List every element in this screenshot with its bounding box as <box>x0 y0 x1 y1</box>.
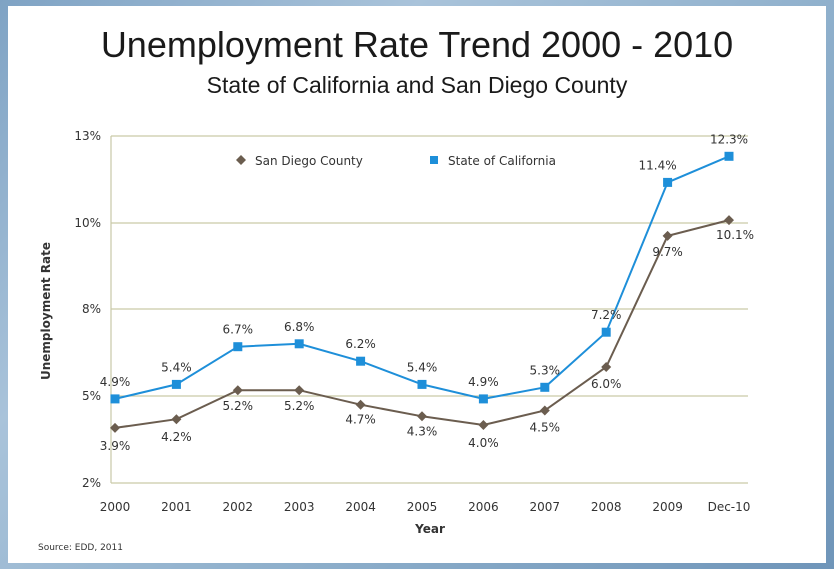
data-label: 10.1% <box>716 228 754 242</box>
axes: 2% 5% 8% 10% 13% 2000 2001 2002 2003 2004 2005 2006… <box>74 129 750 514</box>
y-tick-label: 8% <box>82 302 101 316</box>
series-line <box>114 219 730 429</box>
x-tick-label: 2000 <box>100 500 131 514</box>
data-point-square <box>663 177 673 187</box>
data-label: 4.5% <box>530 421 561 435</box>
x-tick-label: 2007 <box>530 500 561 514</box>
legend-label: State of California <box>448 154 556 168</box>
data-point-square <box>724 151 734 161</box>
data-label: 4.9% <box>100 375 131 389</box>
data-label: 3.9% <box>100 439 131 453</box>
y-axis-label: Unemployment Rate <box>39 242 53 380</box>
data-label: 5.2% <box>223 399 254 413</box>
x-tick-label: 2001 <box>161 500 192 514</box>
chart-title: Unemployment Rate Trend 2000 - 2010 <box>100 24 734 65</box>
y-tick-label: 2% <box>82 476 101 490</box>
data-label: 6.8% <box>284 320 315 334</box>
x-tick-label: 2003 <box>284 500 315 514</box>
chart-card: Unemployment Rate Trend 2000 - 2010 Stat… <box>8 6 826 563</box>
data-label: 11.4% <box>639 158 677 172</box>
data-label: 5.3% <box>530 363 561 377</box>
data-point-diamond <box>662 230 673 241</box>
x-tick-label: Dec-10 <box>708 500 751 514</box>
x-tick-label: 2004 <box>345 500 376 514</box>
data-point-diamond <box>724 215 734 226</box>
data-label: 4.2% <box>161 430 192 444</box>
grid-lines <box>111 135 748 484</box>
line-chart: 2% 5% 8% 10% 13% 2000 2001 2002 2003 2004 2005 2006… <box>38 129 754 553</box>
data-point-square <box>171 379 181 389</box>
data-point-diamond <box>232 385 243 396</box>
data-point-diamond <box>539 405 550 416</box>
x-tick-label: 2006 <box>468 500 499 514</box>
chart-subtitle: State of California and San Diego County <box>206 72 628 98</box>
data-label: 4.3% <box>407 424 438 438</box>
data-point-diamond <box>171 414 182 425</box>
data-point-diamond <box>417 411 427 422</box>
x-axis-label: Year <box>414 522 445 536</box>
data-point-diamond <box>478 420 489 430</box>
data-point-square <box>540 382 550 392</box>
data-point-square <box>478 394 488 404</box>
data-point-diamond <box>601 362 612 372</box>
data-point-square <box>417 379 427 389</box>
y-tick-label: 5% <box>82 389 101 403</box>
x-tick-label: 2008 <box>591 500 622 514</box>
data-point-diamond <box>110 422 120 433</box>
data-label: 9.7% <box>652 245 683 259</box>
data-point-diamond <box>355 399 366 410</box>
data-label: 4.0% <box>468 436 499 450</box>
data-label: 5.4% <box>407 360 438 374</box>
data-point-square <box>601 327 611 337</box>
x-tick-label: 2002 <box>223 500 254 514</box>
data-label: 5.2% <box>284 399 315 413</box>
source-note: Source: EDD, 2011 <box>38 543 123 553</box>
legend-label: San Diego County <box>255 154 363 168</box>
data-point-square <box>233 342 243 352</box>
data-label: 7.2% <box>591 308 622 322</box>
x-tick-label: 2009 <box>652 500 683 514</box>
data-label: 6.0% <box>591 377 622 391</box>
legend: San Diego County State of California <box>236 154 556 168</box>
data-point-square <box>110 394 120 404</box>
series-group: 3.9% 4.2% 5.2% 5.2% 4.7% 4.3% 4.0% 4.5% 6.0% 9.7%… <box>100 132 754 453</box>
data-point-diamond <box>294 385 305 396</box>
legend-marker-diamond <box>236 155 246 165</box>
data-label: 6.7% <box>223 323 254 337</box>
x-tick-label: 2005 <box>407 500 438 514</box>
data-label: 4.9% <box>468 375 499 389</box>
y-tick-label: 13% <box>74 129 101 143</box>
data-point-square <box>294 339 304 349</box>
data-label: 5.4% <box>161 360 192 374</box>
y-tick-label: 10% <box>74 216 101 230</box>
legend-marker-square <box>430 156 438 164</box>
data-label: 4.7% <box>345 413 376 427</box>
data-point-square <box>356 356 366 366</box>
data-label: 6.2% <box>345 337 376 351</box>
data-label: 12.3% <box>710 132 748 146</box>
